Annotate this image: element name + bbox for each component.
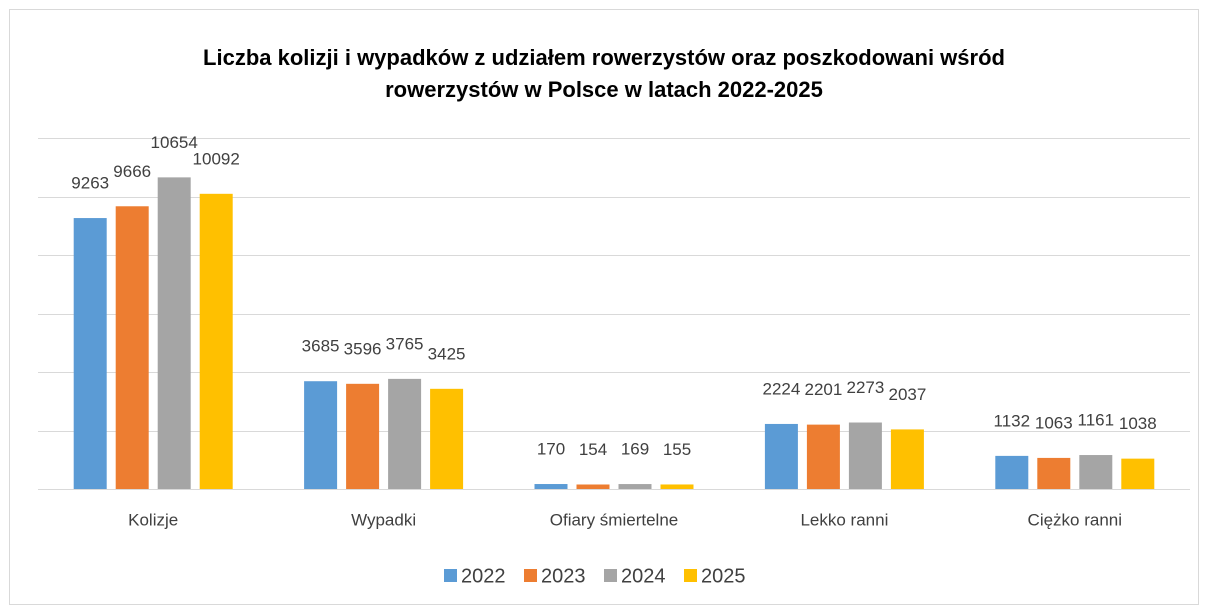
data-label: 2201 — [804, 380, 842, 399]
data-label: 3425 — [428, 344, 466, 363]
legend-label: 2024 — [621, 565, 666, 587]
legend-swatch — [524, 569, 537, 582]
bar — [660, 484, 694, 489]
data-label: 9666 — [113, 162, 151, 181]
bar — [1037, 457, 1071, 489]
bar — [157, 177, 191, 490]
bar — [346, 383, 380, 489]
data-label: 1038 — [1119, 414, 1157, 433]
legend-swatch — [684, 569, 697, 582]
data-label: 154 — [579, 440, 607, 459]
legend-label: 2022 — [461, 565, 506, 587]
x-tick-label: Kolizje — [128, 510, 178, 529]
data-label: 2224 — [762, 379, 800, 398]
data-label: 169 — [621, 440, 649, 459]
legend-label: 2023 — [541, 565, 586, 587]
bar — [388, 378, 422, 489]
data-label: 2273 — [846, 378, 884, 397]
chart-border — [9, 9, 1199, 605]
data-label: 170 — [537, 440, 565, 459]
bar — [995, 455, 1029, 489]
bar — [304, 381, 338, 489]
bar — [764, 423, 798, 489]
bar — [806, 424, 840, 489]
bar — [1079, 455, 1113, 489]
x-tick-label: Wypadki — [351, 510, 416, 529]
bar — [890, 429, 924, 489]
x-tick-label: Ofiary śmiertelne — [550, 510, 678, 529]
chart-title: Liczba kolizji i wypadków z udziałem row… — [203, 45, 1005, 102]
data-label: 3685 — [302, 337, 340, 356]
data-label: 3765 — [386, 334, 424, 353]
bar — [848, 422, 882, 489]
bar — [1121, 458, 1155, 489]
data-label: 9263 — [71, 174, 109, 193]
data-label: 1063 — [1035, 413, 1073, 432]
bar — [576, 484, 610, 489]
legend-swatch — [604, 569, 617, 582]
bar — [199, 193, 233, 489]
bar — [534, 484, 568, 489]
legend-swatch — [444, 569, 457, 582]
data-label: 10092 — [193, 149, 240, 168]
legend-label: 2025 — [701, 565, 746, 587]
data-label: 10654 — [151, 133, 198, 152]
bar — [115, 206, 149, 489]
data-label: 155 — [663, 440, 691, 459]
bar — [618, 484, 652, 489]
data-label: 3596 — [344, 339, 382, 358]
data-label: 2037 — [888, 385, 926, 404]
bar — [430, 388, 464, 489]
data-label: 1132 — [994, 411, 1031, 430]
x-tick-label: Ciężko ranni — [1028, 510, 1123, 529]
bar — [73, 218, 107, 489]
data-label: 1161 — [1078, 411, 1115, 430]
x-tick-label: Lekko ranni — [800, 510, 888, 529]
